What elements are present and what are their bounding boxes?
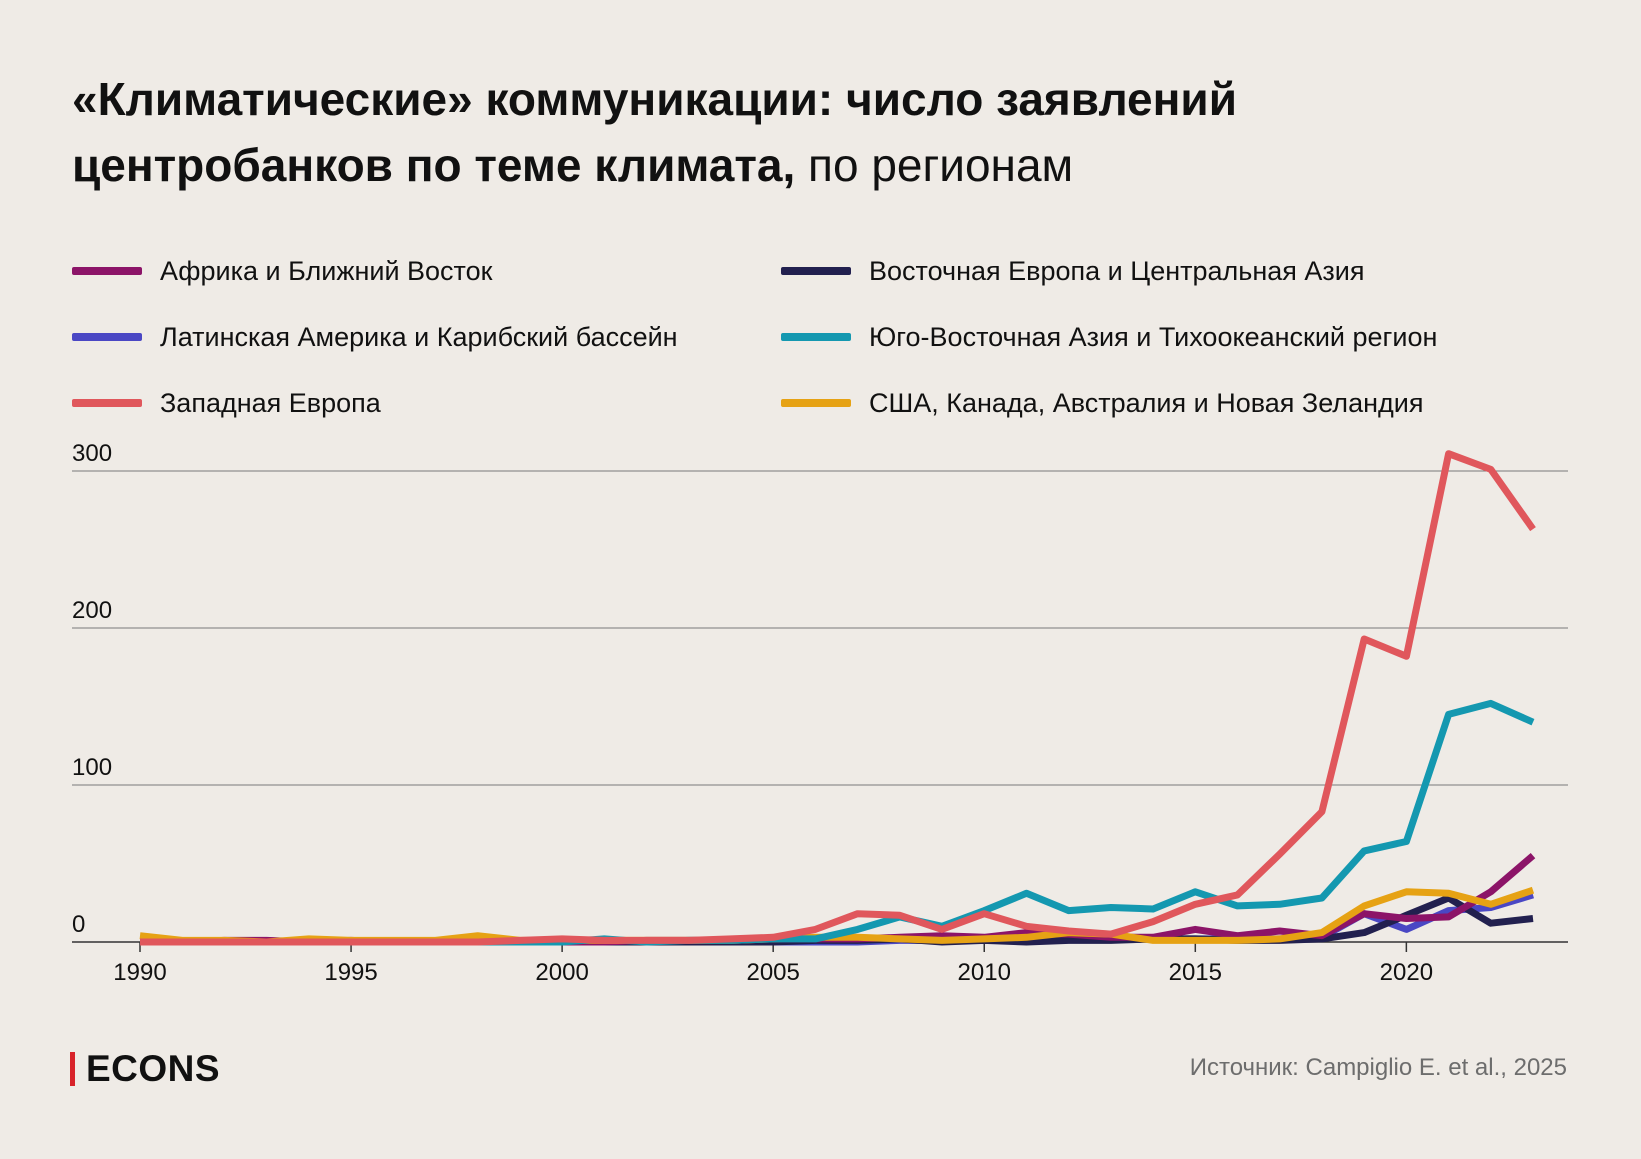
x-tick-label: 2015: [1169, 959, 1222, 986]
legend: Африка и Ближний Восток Восточная Европа…: [72, 238, 1592, 436]
source-note: Источник: Campiglio E. et al., 2025: [1189, 1054, 1567, 1081]
legend-label: Восточная Европа и Центральная Азия: [869, 255, 1365, 286]
x-tick-label: 2005: [746, 959, 799, 986]
legend-swatch: [781, 333, 851, 341]
y-axis-ticks: 0 100 200 300: [72, 440, 112, 938]
x-tick-label: 1995: [324, 959, 377, 986]
legend-swatch: [72, 399, 142, 407]
y-tick-label: 100: [72, 754, 112, 781]
legend-label: Латинская Америка и Карибский бассейн: [160, 321, 678, 352]
y-tick-label: 200: [72, 597, 112, 624]
legend-label: Западная Европа: [160, 387, 381, 418]
series-line-3: [140, 699, 1535, 946]
series-lines: [139, 450, 1536, 946]
chart-title: «Климатические» коммуникации: число заяв…: [72, 66, 1552, 198]
legend-item-latin-america: Латинская Америка и Карибский бассейн: [72, 304, 781, 370]
x-tick-label: 1990: [113, 959, 166, 986]
brand-bar: [70, 1052, 75, 1086]
x-tick-label: 2020: [1380, 959, 1433, 986]
y-tick-label: 0: [72, 911, 85, 938]
legend-swatch: [72, 267, 142, 275]
legend-label: США, Канада, Австралия и Новая Зеландия: [869, 387, 1424, 418]
legend-item-western-europe: Западная Европа: [72, 370, 781, 436]
legend-item-southeast-asia: Юго-Восточная Азия и Тихоокеанский регио…: [781, 304, 1581, 370]
series-line-4: [140, 450, 1536, 946]
legend-swatch: [781, 399, 851, 407]
x-tick-label: 2010: [958, 959, 1011, 986]
legend-label: Юго-Восточная Азия и Тихоокеанский регио…: [869, 321, 1438, 352]
chart-title-suffix: по регионам: [795, 139, 1074, 191]
x-tick-label: 2000: [535, 959, 588, 986]
legend-swatch: [72, 333, 142, 341]
legend-label: Африка и Ближний Восток: [160, 255, 493, 286]
legend-item-eastern-europe: Восточная Европа и Центральная Азия: [781, 238, 1581, 304]
x-axis-ticks: 1990 1995 2000 2005 2010 2015 2020: [113, 942, 1433, 986]
legend-swatch: [781, 267, 851, 275]
chart-title-main: «Климатические» коммуникации: число заяв…: [72, 73, 1237, 191]
legend-item-usa-canada: США, Канада, Австралия и Новая Зеландия: [781, 370, 1581, 436]
brand-name: ECONS: [86, 1048, 221, 1089]
y-tick-label: 300: [72, 440, 112, 467]
legend-item-africa: Африка и Ближний Восток: [72, 238, 781, 304]
brand-logo: ECONS: [70, 1048, 220, 1090]
